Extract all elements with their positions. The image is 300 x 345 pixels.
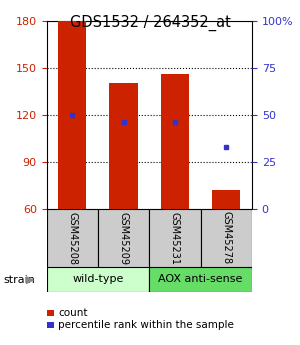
Text: AOX anti-sense: AOX anti-sense xyxy=(158,275,243,284)
Text: percentile rank within the sample: percentile rank within the sample xyxy=(58,321,234,330)
Bar xyxy=(201,209,252,267)
Bar xyxy=(46,209,98,267)
Bar xyxy=(149,267,252,292)
Bar xyxy=(110,83,138,209)
Bar xyxy=(161,74,189,209)
Text: GSM45208: GSM45208 xyxy=(67,211,77,265)
Text: wild-type: wild-type xyxy=(72,275,124,284)
Text: GSM45231: GSM45231 xyxy=(170,211,180,265)
Text: strain: strain xyxy=(3,275,35,285)
Text: GDS1532 / 264352_at: GDS1532 / 264352_at xyxy=(70,14,230,31)
Text: count: count xyxy=(58,308,87,318)
Bar xyxy=(98,209,149,267)
Text: GSM45278: GSM45278 xyxy=(221,211,231,265)
Bar xyxy=(212,190,240,209)
Bar xyxy=(46,267,149,292)
Text: GSM45209: GSM45209 xyxy=(118,211,129,265)
Bar xyxy=(149,209,201,267)
Text: ▶: ▶ xyxy=(26,275,34,285)
Bar xyxy=(58,21,86,209)
